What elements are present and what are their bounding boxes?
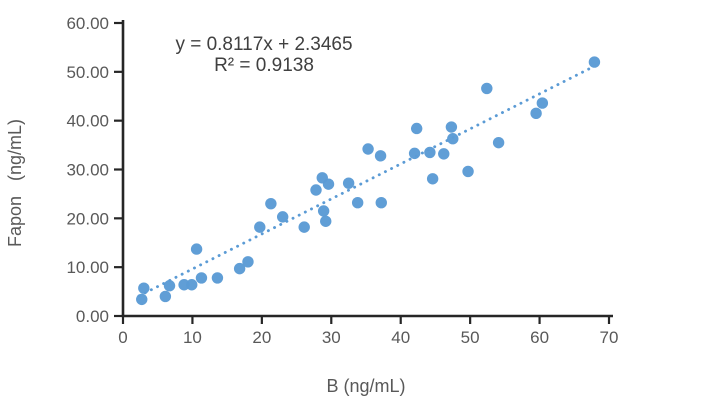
plot-layer: 0 10 20 30 40 50 60 70 0.00 10.00 20.00 30.00 40.00 5…: [66, 14, 618, 347]
data-point: [481, 82, 493, 95]
x-tick-label: 70: [600, 328, 619, 347]
data-point: [445, 121, 458, 133]
x-tick-label: 30: [322, 328, 341, 347]
data-point: [588, 56, 601, 68]
data-point: [276, 211, 289, 223]
y-axis-title: Fapon (ng/mL): [5, 119, 25, 247]
x-tick-label: 0: [118, 328, 127, 347]
x-tick-label: 20: [252, 328, 271, 347]
x-tick-label: 50: [461, 328, 480, 347]
data-point: [265, 197, 277, 210]
y-tick-label: 60.00: [66, 14, 109, 33]
y-tick-label: 0.00: [76, 307, 109, 326]
data-point: [351, 197, 364, 209]
x-tick-label: 60: [530, 328, 549, 347]
data-point: [242, 256, 254, 268]
data-point: [211, 272, 224, 284]
r-squared-label: R² = 0.9138: [214, 55, 314, 76]
data-point: [186, 279, 198, 291]
data-point: [530, 107, 542, 120]
data-point: [426, 173, 439, 185]
data-point: [375, 197, 387, 209]
data-point: [492, 136, 505, 149]
data-point: [233, 262, 246, 275]
data-point: [190, 243, 203, 255]
data-point: [408, 147, 421, 160]
data-point: [317, 205, 330, 217]
data-point: [298, 221, 310, 233]
data-point: [320, 215, 332, 227]
data-point: [163, 280, 176, 292]
x-tick-label: 40: [391, 328, 410, 347]
data-point: [447, 133, 459, 145]
y-tick-label: 30.00: [66, 161, 109, 180]
data-point: [159, 290, 172, 303]
trendline: [137, 66, 593, 298]
data-point: [362, 143, 374, 155]
x-axis-title: B (ng/mL): [326, 376, 405, 396]
data-point: [322, 178, 335, 190]
y-tick-label: 40.00: [66, 112, 109, 131]
data-point: [342, 177, 355, 189]
data-point: [195, 272, 208, 284]
trendline-equation-label: y = 0.8117x + 2.3465: [175, 34, 352, 55]
y-tick-label: 20.00: [66, 209, 109, 228]
x-tick-label: 10: [183, 328, 202, 347]
data-point: [254, 221, 266, 233]
data-point: [536, 97, 549, 109]
data-point: [310, 184, 322, 196]
y-tick-label: 50.00: [66, 63, 109, 82]
data-point: [138, 282, 150, 294]
data-point: [136, 293, 148, 306]
data-point: [410, 122, 423, 135]
data-point: [462, 165, 474, 178]
data-point: [438, 148, 450, 160]
data-point: [374, 150, 387, 162]
data-point: [424, 146, 436, 159]
y-tick-label: 10.00: [66, 258, 109, 277]
